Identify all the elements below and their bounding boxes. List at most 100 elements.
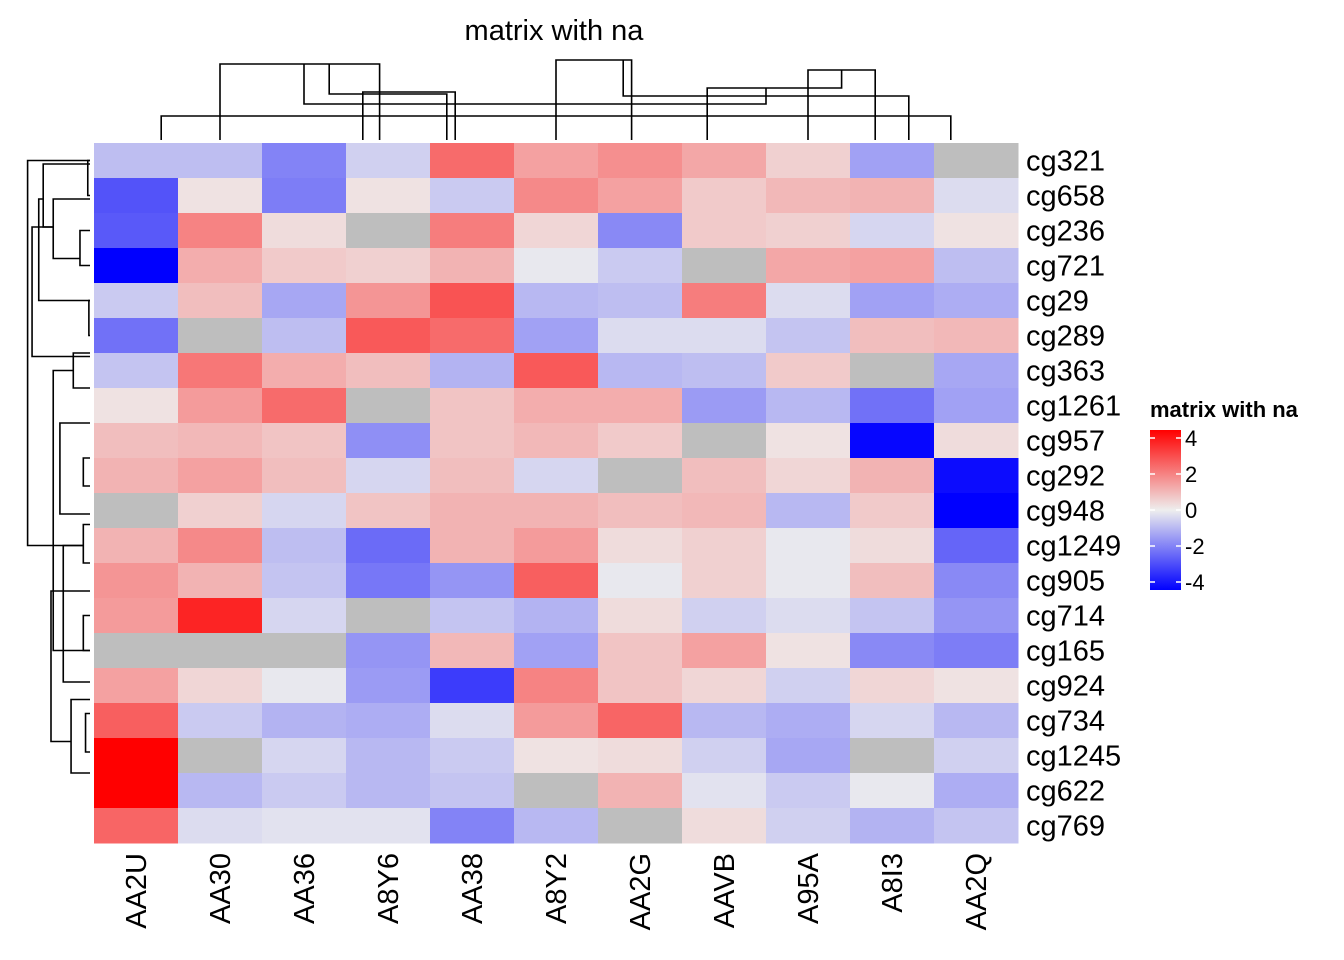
heatmap-cell [682,458,767,494]
heatmap-cell [346,353,431,389]
heatmap-cell [94,213,179,249]
heatmap-cell [94,808,179,844]
row-label: cg1245 [1026,741,1121,773]
heatmap-cell [262,423,347,459]
heatmap-cell [766,213,851,249]
heatmap-cell [262,633,347,669]
dendrogram-branch [59,422,90,515]
heatmap-cell [262,248,347,284]
dendrogram-branch [362,91,456,140]
heatmap-cell [766,248,851,284]
heatmap-cell [598,598,683,634]
column-labels: AA2U AA30 AA36 A8Y6 AA38 A8Y2 AA2G AAVB A95A A8I3… [121,852,993,930]
row-label: cg1249 [1026,531,1121,563]
heatmap-cell [514,458,599,494]
heatmap-cell [262,388,347,424]
heatmap-cell [262,283,347,319]
heatmap-cell [766,318,851,354]
heatmap-cell [682,493,767,529]
legend-tick-label: 0 [1185,498,1197,523]
heatmap-cell [514,283,599,319]
heatmap-cell [514,668,599,704]
heatmap-cell [766,598,851,634]
heatmap-cell [850,423,935,459]
heatmap-cell [682,423,767,459]
heatmap-cell [430,423,515,459]
heatmap-cell [766,388,851,424]
heatmap-cell [766,423,851,459]
dendrogram-branch [79,229,90,267]
row-label: cg714 [1026,601,1105,633]
heatmap-cell [598,668,683,704]
heatmap-cell [766,528,851,564]
heatmap-cell [850,458,935,494]
row-label: cg165 [1026,636,1105,668]
legend-tick-label: -4 [1185,570,1205,595]
heatmap-cell [682,738,767,774]
row-label: cg321 [1026,146,1105,178]
heatmap-cell [430,248,515,284]
heatmap-cell [178,668,263,704]
heatmap-cell [598,528,683,564]
dendrogram-branch [82,523,90,564]
heatmap-cell [94,458,179,494]
heatmap-cell [262,808,347,844]
heatmap-cell [682,318,767,354]
heatmap-cell [178,283,263,319]
row-label: cg658 [1026,181,1105,213]
dendrogram-branch [31,226,90,358]
heatmap-cell [94,388,179,424]
column-label: AA2G [625,853,657,930]
heatmap-cell [682,773,767,809]
heatmap-cell [934,248,1019,284]
dendrogram-branch [62,544,90,683]
heatmap-cell [94,143,179,179]
heatmap-cell [262,318,347,354]
row-label: cg363 [1026,356,1105,388]
dendrogram-branch [622,60,910,140]
heatmap-cell [934,353,1019,389]
heatmap-cell [430,703,515,739]
dendrogram-branch [555,59,633,140]
heatmap-cell [178,773,263,809]
heatmap-cell [766,493,851,529]
heatmap-cell [262,143,347,179]
heatmap-cell [598,738,683,774]
heatmap-cell [934,668,1019,704]
dendrogram-branch [70,698,90,774]
heatmap-cell [682,248,767,284]
heatmap-cell [346,458,431,494]
heatmap-cell [850,773,935,809]
legend-tick-label: 2 [1185,462,1197,487]
heatmap-cell [430,143,515,179]
dendrogram-branch [82,614,90,652]
heatmap-cell [178,213,263,249]
heatmap-cells [94,143,1019,844]
dendrogram-branch [88,299,90,337]
heatmap-cell [934,633,1019,669]
heatmap-cell [598,423,683,459]
heatmap-cell [850,703,935,739]
heatmap-cell [682,178,767,214]
legend-tick-label: 4 [1185,426,1197,451]
dendrogram-branch [219,63,381,140]
heatmap-cell [934,143,1019,179]
heatmap-cell [430,773,515,809]
heatmap-cell [430,528,515,564]
heatmap-cell [346,633,431,669]
row-label: cg957 [1026,426,1105,458]
heatmap-cell [430,738,515,774]
heatmap-cell [934,178,1019,214]
heatmap-cell [514,423,599,459]
heatmap-cell [262,528,347,564]
heatmap-cell [178,353,263,389]
heatmap-cell [430,598,515,634]
heatmap-cell [766,738,851,774]
heatmap-cell [934,738,1019,774]
heatmap-cell [850,633,935,669]
heatmap-cell [850,493,935,529]
heatmap-cell [934,388,1019,424]
heatmap-cell [346,178,431,214]
heatmap-cell [178,598,263,634]
heatmap-cell [934,423,1019,459]
